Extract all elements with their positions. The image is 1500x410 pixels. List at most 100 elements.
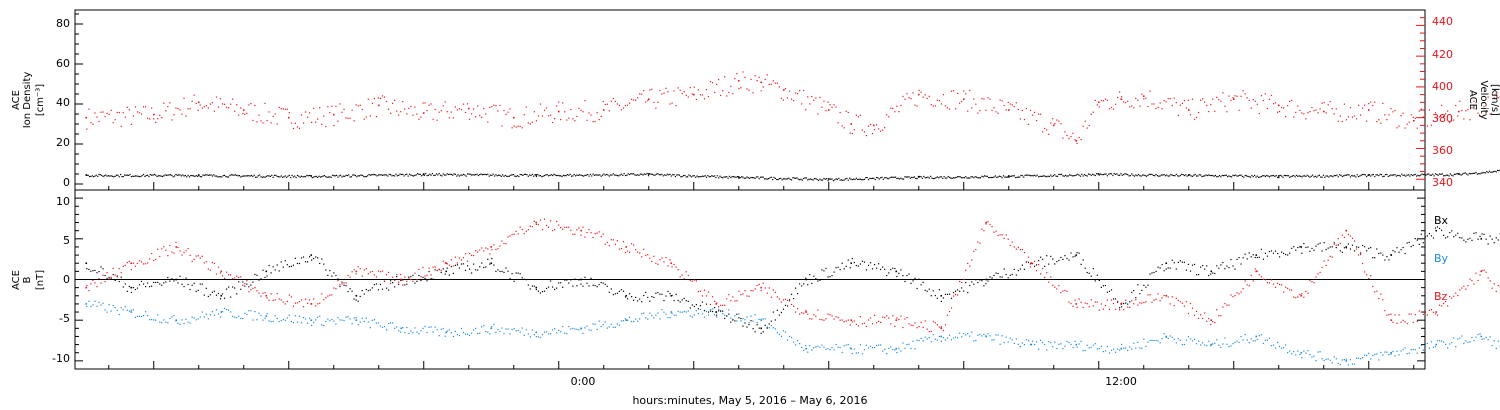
velocity-sample <box>661 93 663 95</box>
density-sample <box>874 178 876 181</box>
bx-sample <box>584 276 586 278</box>
bz-sample <box>995 230 997 232</box>
bz-sample <box>754 288 756 290</box>
bx-sample <box>857 265 859 267</box>
by-sample <box>440 328 442 330</box>
bx-sample <box>1351 244 1354 246</box>
density-sample <box>1474 172 1476 174</box>
velocity-sample <box>201 107 203 109</box>
by-sample <box>799 343 801 345</box>
by-sample <box>1307 350 1309 352</box>
by-sample <box>288 314 290 316</box>
bz-sample <box>695 280 697 282</box>
bx-sample <box>1254 256 1256 259</box>
bz-sample <box>428 267 430 269</box>
bz-sample <box>1248 285 1250 287</box>
bx-sample <box>616 292 618 294</box>
bz-sample <box>1226 304 1228 306</box>
bx-sample <box>501 270 503 273</box>
velocity-sample <box>288 112 290 114</box>
density-sample <box>292 176 294 178</box>
bx-sample <box>849 267 851 269</box>
bz-sample <box>315 305 317 307</box>
by-sample <box>422 327 424 330</box>
bx-sample <box>645 291 647 293</box>
bx-sample <box>195 290 197 293</box>
density-sample <box>97 175 99 177</box>
density-sample <box>830 178 832 180</box>
density-sample <box>288 174 290 176</box>
bx-sample <box>1094 280 1096 282</box>
bz-sample <box>1483 269 1485 271</box>
velocity-sample <box>795 92 797 94</box>
bx-sample <box>306 261 309 263</box>
velocity-sample <box>707 96 710 98</box>
by-sample <box>450 332 452 334</box>
velocity-sample <box>242 112 244 115</box>
bx-sample <box>256 274 258 276</box>
bx-sample <box>788 299 791 301</box>
velocity-sample <box>1017 108 1019 111</box>
density-sample <box>164 174 166 176</box>
bx-sample <box>1086 271 1088 274</box>
by-sample <box>1473 339 1475 342</box>
velocity-sample <box>637 97 639 99</box>
density-sample <box>797 178 799 180</box>
velocity-sample <box>1491 93 1493 95</box>
bz-sample <box>296 302 299 304</box>
velocity-sample <box>1355 118 1358 120</box>
bz-sample <box>361 275 363 277</box>
bx-sample <box>499 270 501 272</box>
bx-sample <box>574 278 576 280</box>
by-point <box>265 315 268 317</box>
bx-sample <box>1276 252 1279 255</box>
velocity-sample <box>1325 112 1327 114</box>
density-sample <box>1202 175 1204 177</box>
velocity-sample <box>582 111 584 113</box>
bz-sample <box>973 250 975 252</box>
velocity-sample <box>1307 112 1309 114</box>
velocity-sample <box>428 104 430 106</box>
density-sample <box>1221 174 1223 177</box>
bz-sample <box>671 266 673 268</box>
velocity-sample <box>1471 107 1473 109</box>
velocity-sample <box>714 91 716 94</box>
by-sample <box>161 322 163 324</box>
by-sample <box>144 311 147 313</box>
density-sample <box>826 178 828 180</box>
bz-sample <box>1392 321 1394 323</box>
by-sample <box>1248 342 1250 344</box>
bz-sample <box>1254 268 1256 270</box>
bz-sample <box>420 276 422 278</box>
velocity-sample <box>1487 96 1489 98</box>
density-sample <box>529 174 531 176</box>
density-sample <box>693 175 695 177</box>
velocity-sample <box>462 103 465 105</box>
by-sample <box>950 339 953 341</box>
bx-point <box>1255 254 1258 256</box>
bz-sample <box>1009 244 1011 247</box>
bz-sample <box>1426 314 1428 316</box>
by-sample <box>667 316 669 319</box>
density-sample <box>996 176 998 179</box>
bx-sample <box>671 294 673 297</box>
density-sample <box>198 174 200 177</box>
by-sample <box>106 311 108 313</box>
bz-sample <box>464 253 467 255</box>
velocity-sample <box>175 107 177 109</box>
bx-sample <box>1169 267 1171 269</box>
velocity-sample <box>1066 134 1068 137</box>
bz-sample <box>142 263 145 265</box>
velocity-sample <box>703 98 706 100</box>
density-sample <box>665 174 667 177</box>
bx-sample <box>217 292 220 295</box>
bz-sample <box>1321 266 1323 269</box>
bx-sample <box>1436 226 1439 228</box>
bz-sample <box>114 274 116 276</box>
bx-sample <box>776 309 778 311</box>
bz-sample <box>1430 309 1433 311</box>
density-sample <box>229 174 231 177</box>
density-sample <box>560 175 562 177</box>
by-sample <box>914 348 916 350</box>
bz-sample <box>942 330 945 332</box>
